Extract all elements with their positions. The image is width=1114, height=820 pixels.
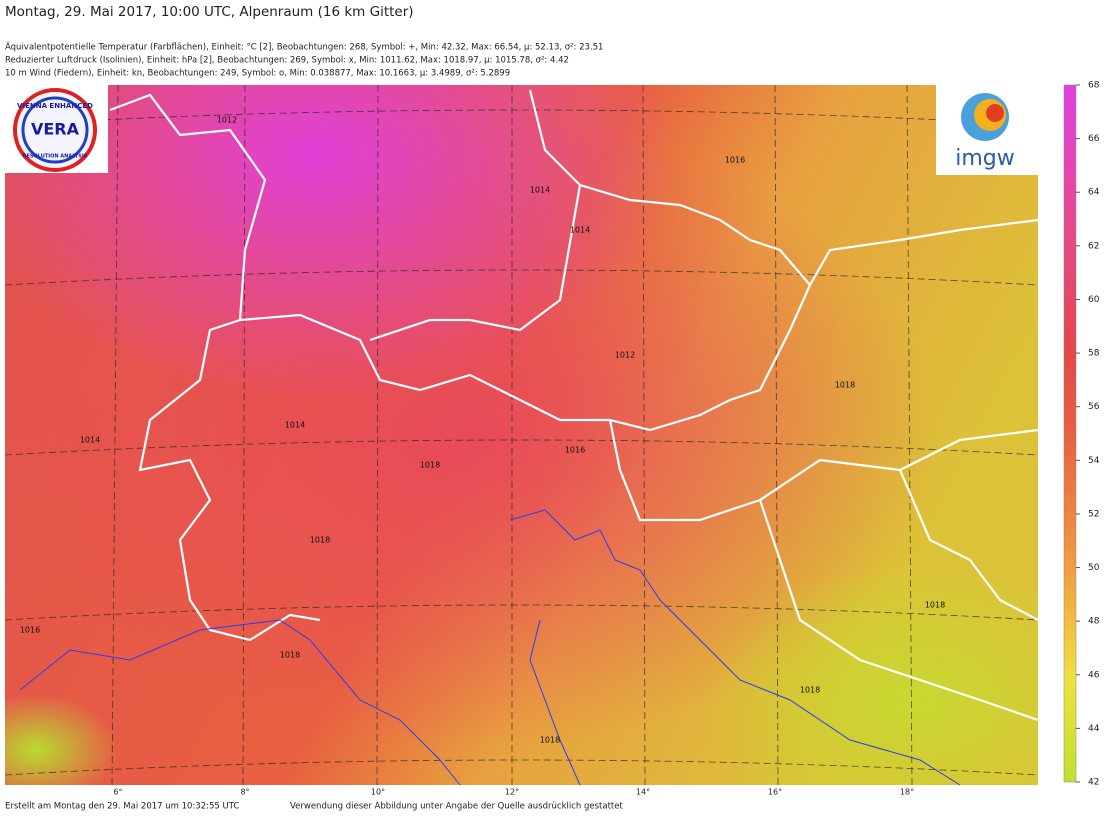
- isobar-label: 1018: [800, 686, 820, 695]
- colorbar: [1063, 84, 1077, 783]
- graticule: [4, 84, 1039, 786]
- borders: [109, 89, 1039, 722]
- longitude-label: 18°: [900, 788, 914, 797]
- title: Montag, 29. Mai 2017, 10:00 UTC, Alpenra…: [5, 4, 414, 20]
- map: 1012 1014 1014 1016 1014 1016 1018 1018 1018 1016…: [4, 84, 1039, 786]
- isobar-label: 1016: [20, 626, 40, 635]
- longitude-label: 8°: [240, 788, 249, 797]
- colorbar-ticks: 42 44 46 48 50 52 54 56 58 60 62 64 66 68: [1076, 81, 1100, 788]
- colorbar-label: 42: [1088, 778, 1099, 788]
- colorbar-label: 50: [1088, 563, 1100, 573]
- isobar-label: 1012: [217, 116, 237, 125]
- info-line: Äquivalentpotentielle Temperatur (Farbfl…: [5, 42, 603, 53]
- info-line: Reduzierter Luftdruck (Isolinien), Einhe…: [5, 56, 569, 66]
- isobar-label: 1018: [310, 536, 330, 545]
- isobar-labels: 1012 1014 1014 1016 1014 1016 1018 1018 1018 1016…: [20, 116, 945, 745]
- logo-text: VERA: [31, 120, 80, 139]
- isobar-label: 1018: [540, 736, 560, 745]
- isobar-label: 1016: [565, 446, 585, 455]
- isobar-label: 1014: [570, 226, 590, 235]
- colorbar-label: 66: [1088, 134, 1100, 144]
- imgw-logo: imgw: [936, 85, 1038, 175]
- longitude-label: 6°: [113, 788, 122, 797]
- isobar-label: 1014: [80, 436, 100, 445]
- longitude-label: 16°: [768, 788, 782, 797]
- colorbar-label: 64: [1088, 188, 1100, 198]
- colorbar-label: 68: [1088, 81, 1100, 91]
- isobar-label: 1014: [530, 186, 550, 195]
- longitude-labels: 6° 8° 10° 12° 14° 16° 18°: [113, 788, 914, 797]
- isobar-label: 1014: [285, 421, 305, 430]
- colorbar-label: 60: [1088, 295, 1100, 305]
- logo-text: VIENNA ENHANCED: [17, 102, 93, 110]
- footer-text: Verwendung dieser Abbildung unter Angabe…: [290, 802, 623, 812]
- colorbar-label: 62: [1088, 241, 1099, 251]
- isobar-label: 1018: [420, 461, 440, 470]
- longitude-label: 12°: [505, 788, 519, 797]
- colorbar-label: 48: [1088, 617, 1100, 627]
- isobar-label: 1012: [615, 351, 635, 360]
- longitude-label: 10°: [371, 788, 385, 797]
- colorbar-label: 44: [1088, 724, 1100, 734]
- coastline: [19, 509, 961, 786]
- isobar-label: 1018: [280, 651, 300, 660]
- isobar-label: 1018: [835, 381, 855, 390]
- colorbar-label: 58: [1088, 349, 1100, 359]
- logo-text: imgw: [955, 146, 1015, 171]
- isobar-label: 1018: [925, 601, 945, 610]
- info-line: 10 m Wind (Fiedern), Einheit: kn, Beobac…: [5, 69, 510, 79]
- footer-text: Erstellt am Montag den 29. Mai 2017 um 1…: [5, 802, 239, 812]
- colorbar-label: 52: [1088, 509, 1099, 519]
- colorbar-label: 56: [1088, 402, 1100, 412]
- colorbar-label: 54: [1088, 456, 1100, 466]
- isobar-label: 1016: [725, 156, 745, 165]
- logo-text: RESOLUTION ANALYSIS: [23, 154, 88, 160]
- longitude-label: 14°: [636, 788, 650, 797]
- vera-logo: VIENNA ENHANCED VERA RESOLUTION ANALYSIS: [0, 85, 108, 173]
- colorbar-label: 46: [1088, 670, 1100, 680]
